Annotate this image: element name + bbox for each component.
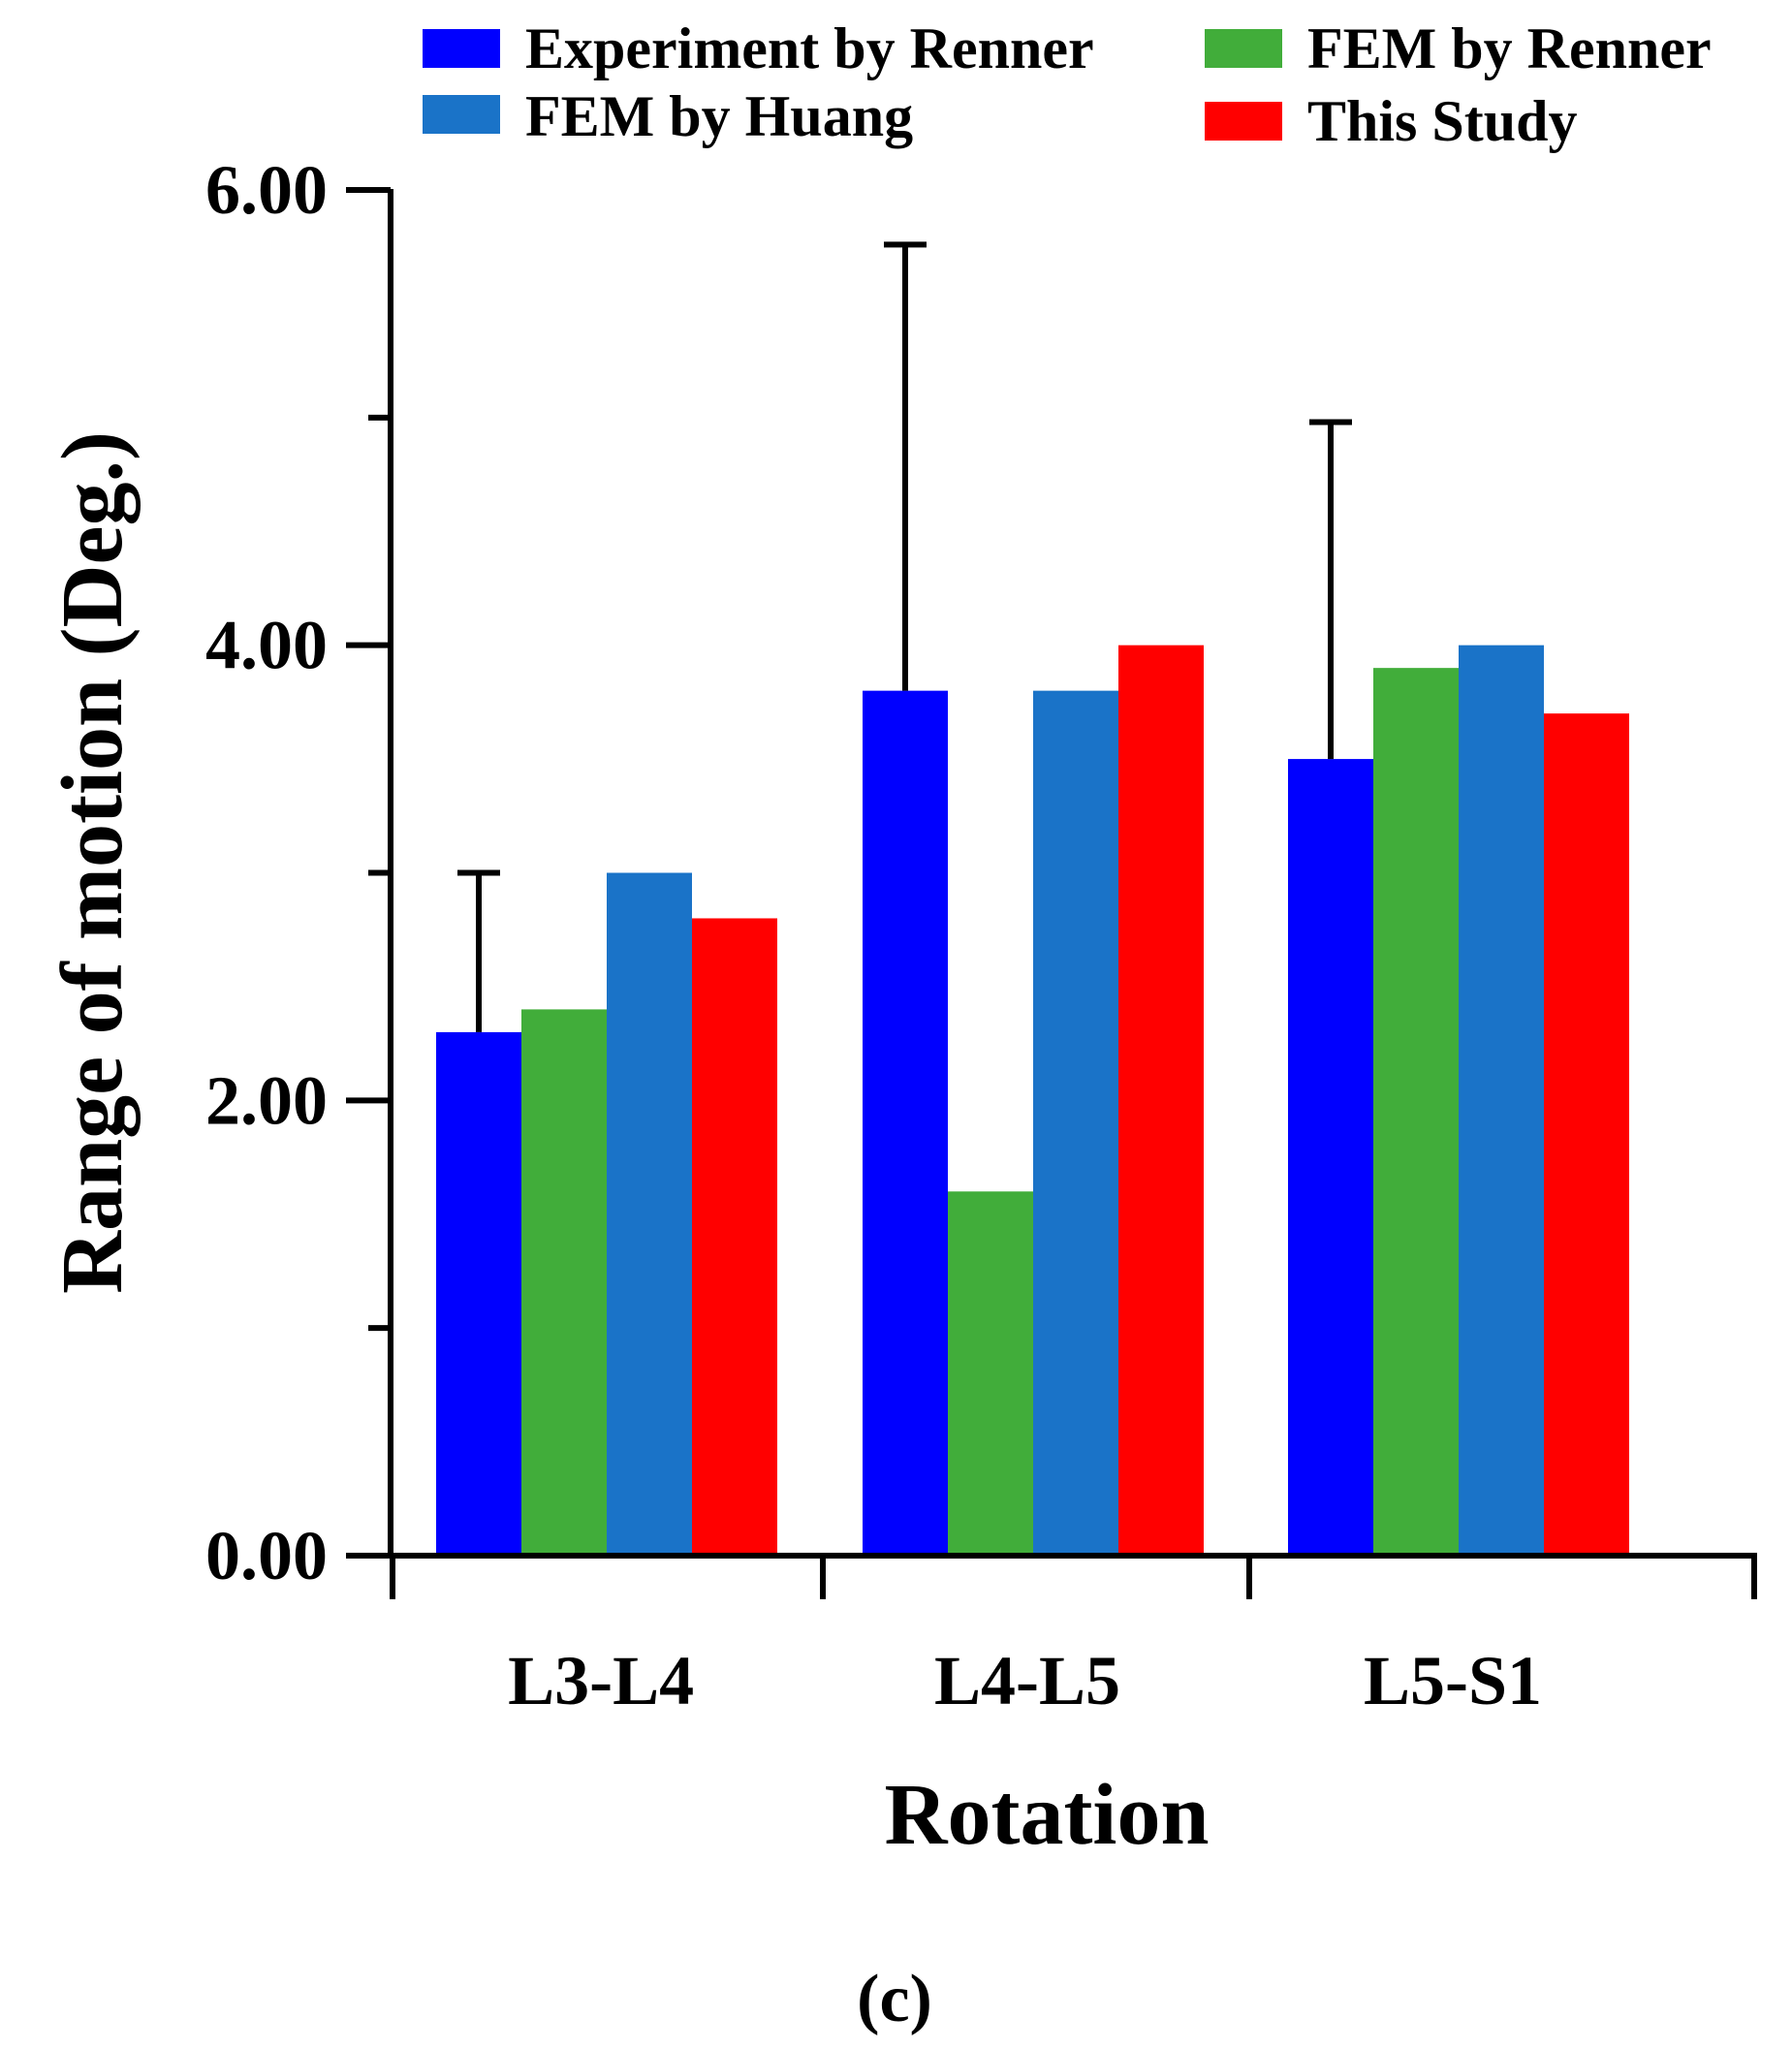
y-tick-label: 6.00 xyxy=(205,151,328,229)
figure-caption: (c) xyxy=(857,1962,932,2036)
x-tick-label-l5-s1: L5-S1 xyxy=(1364,1642,1542,1719)
legend-swatch-fem-by-renner xyxy=(1205,29,1282,68)
bar-l5-s1-fem-by-renner xyxy=(1373,668,1459,1556)
legend-label-experiment-by-renner: Experiment by Renner xyxy=(525,16,1094,80)
bar-l3-l4-experiment-by-renner xyxy=(436,1031,521,1556)
legend-label-this-study: This Study xyxy=(1307,89,1578,153)
legend-label-fem-by-renner: FEM by Renner xyxy=(1307,16,1712,80)
bar-l4-l5-fem-by-huang xyxy=(1033,690,1118,1556)
x-ticks: L3-L4 L4-L5 L5-S1 xyxy=(390,1556,1757,1719)
bar-l5-s1-experiment-by-renner xyxy=(1288,759,1373,1556)
legend-swatch-this-study xyxy=(1205,102,1282,141)
legend-swatch-fem-by-huang xyxy=(423,95,500,134)
bar-l5-s1-fem-by-huang xyxy=(1459,645,1544,1556)
y-tick-label: 4.00 xyxy=(205,607,328,684)
legend-label-fem-by-huang: FEM by Huang xyxy=(525,84,913,148)
legend-swatch-experiment-by-renner xyxy=(423,29,500,68)
x-axis-title: Rotation xyxy=(885,1767,1210,1863)
bar-l5-s1-this-study xyxy=(1544,713,1629,1556)
bar-l4-l5-fem-by-renner xyxy=(948,1191,1033,1556)
bar-l4-l5-experiment-by-renner xyxy=(863,690,948,1556)
bar-l3-l4-this-study xyxy=(692,918,777,1556)
y-tick-label: 0.00 xyxy=(205,1517,328,1594)
bar-l3-l4-fem-by-huang xyxy=(607,872,692,1556)
y-axis-title: Range of motion (Deg.) xyxy=(45,431,141,1294)
legend: Experiment by Renner FEM by Renner FEM b… xyxy=(423,16,1712,153)
x-tick-label-l3-l4: L3-L4 xyxy=(508,1642,694,1719)
y-ticks: 0.00 2.00 4.00 6.00 xyxy=(205,151,391,1594)
bar-l4-l5-this-study xyxy=(1118,645,1204,1556)
x-tick-label-l4-l5: L4-L5 xyxy=(934,1642,1120,1719)
error-bars xyxy=(457,241,1352,1032)
bar-l3-l4-fem-by-renner xyxy=(521,1009,607,1556)
bars xyxy=(436,645,1629,1556)
y-tick-label: 2.00 xyxy=(205,1061,328,1139)
